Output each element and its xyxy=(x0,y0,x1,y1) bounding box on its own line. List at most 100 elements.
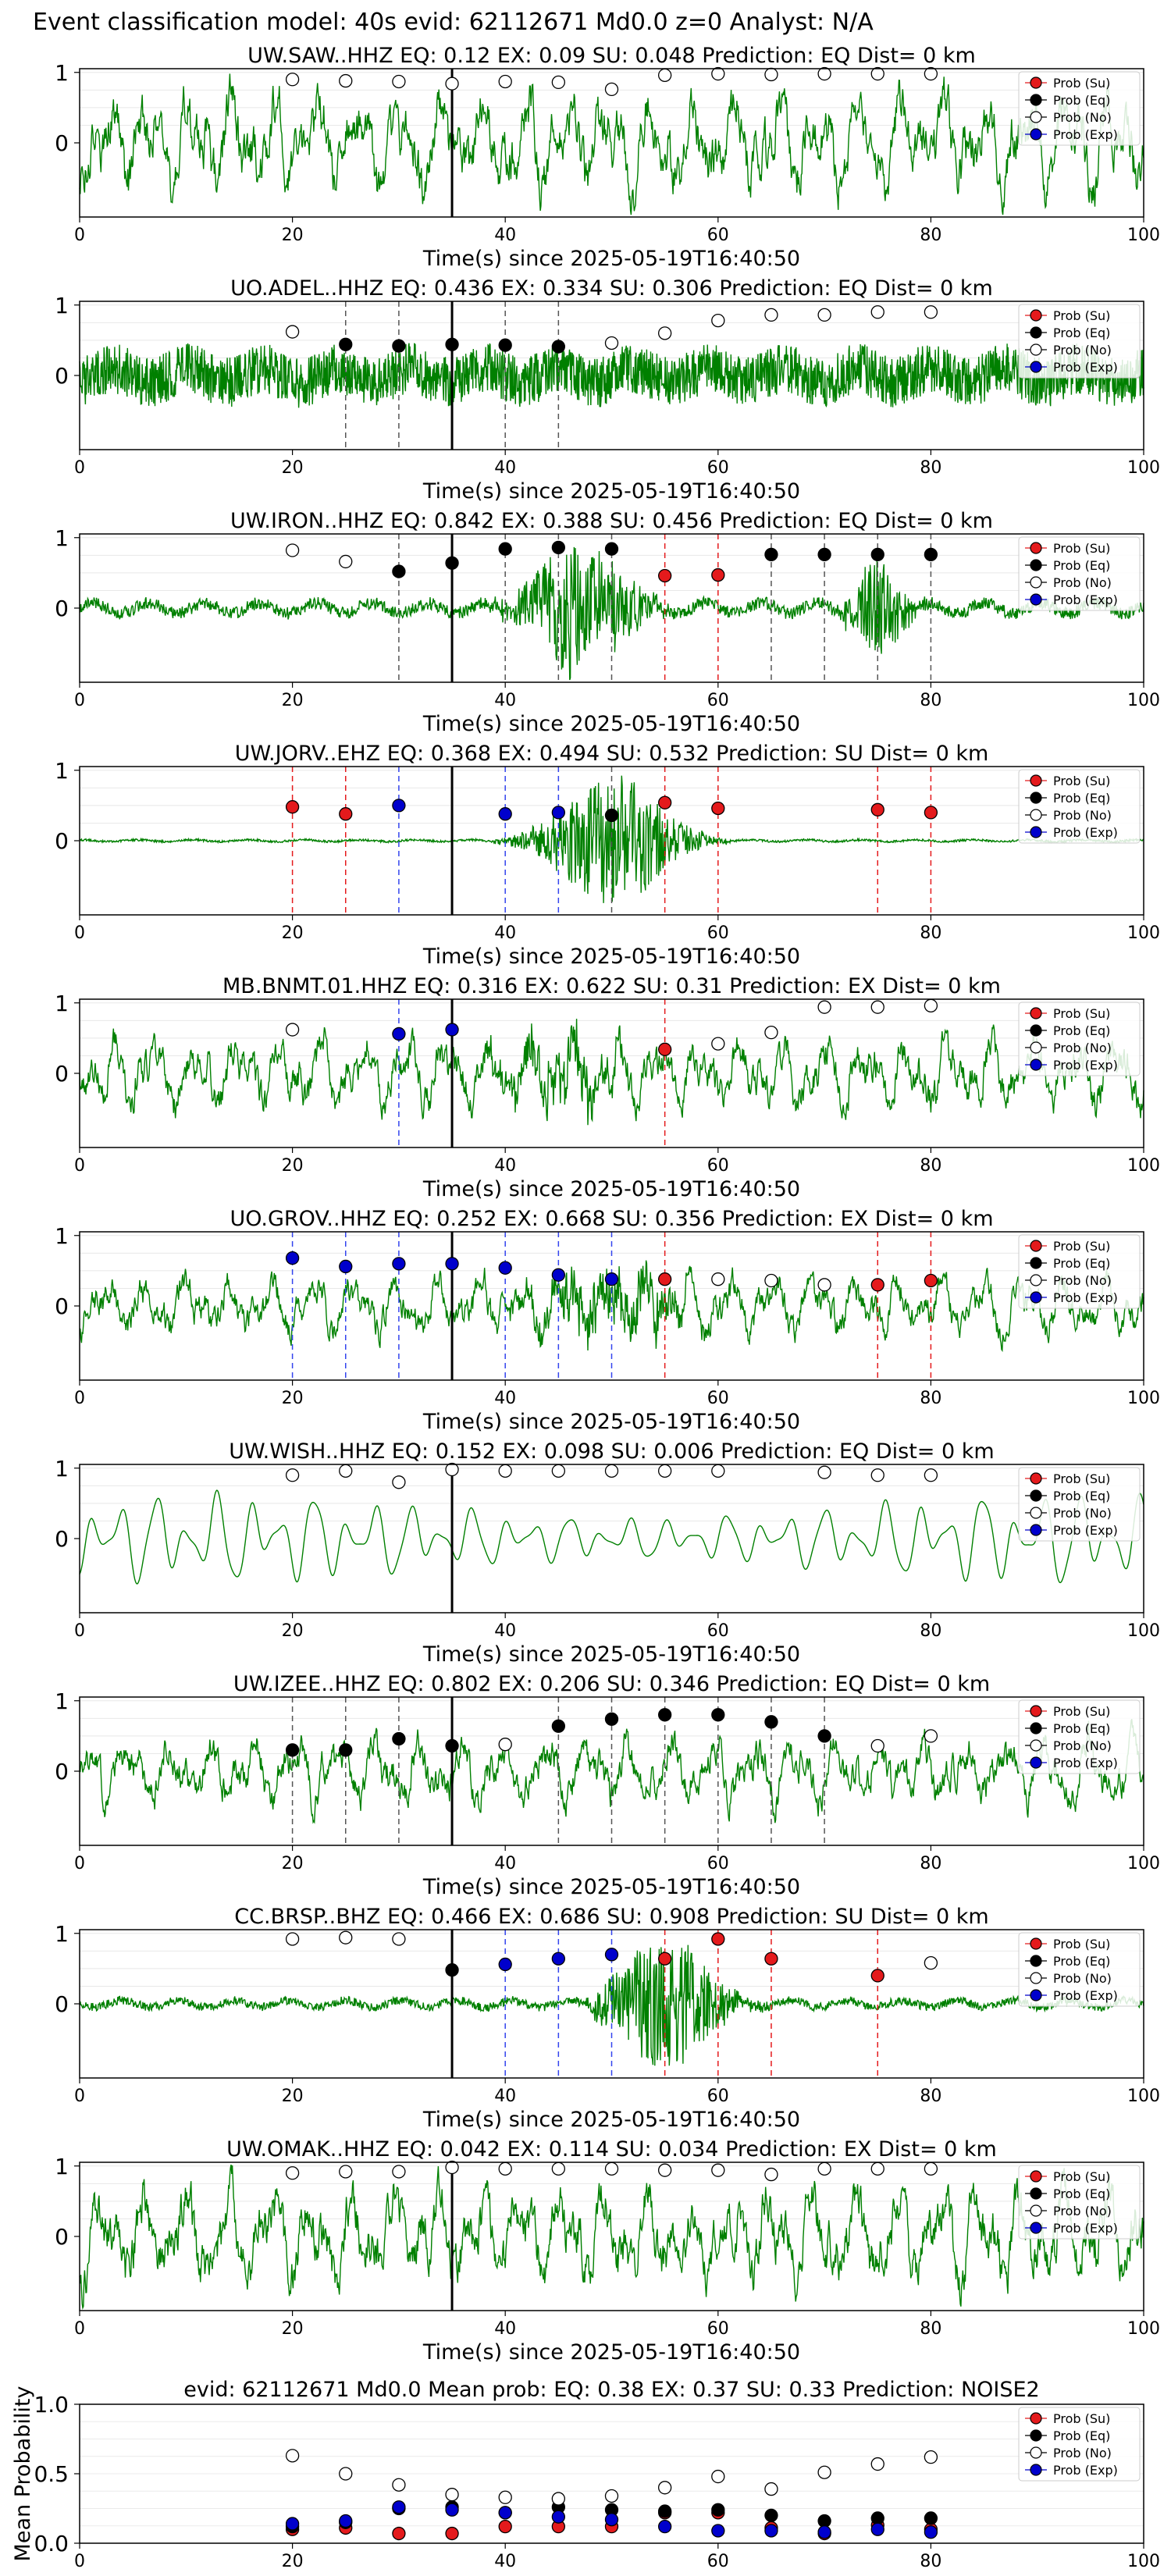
station-panel: UW.OMAK..HHZ EQ: 0.042 EX: 0.114 SU: 0.0… xyxy=(55,2137,1160,2364)
mean-prob-marker-exp xyxy=(604,2513,619,2527)
x-tick-label: 80 xyxy=(920,458,941,478)
axes-frame xyxy=(79,1231,1144,1381)
prob-marker-no xyxy=(924,1468,938,1482)
prob-marker-no xyxy=(392,74,406,89)
station-panel: UW.SAW..HHZ EQ: 0.12 EX: 0.09 SU: 0.048 … xyxy=(55,44,1160,271)
legend-marker xyxy=(1030,343,1042,356)
prob-marker-no xyxy=(658,2163,672,2177)
prob-marker-no xyxy=(339,554,353,569)
station-panel: UO.GROV..HHZ EQ: 0.252 EX: 0.668 SU: 0.3… xyxy=(55,1207,1160,1434)
prob-marker-eq xyxy=(392,564,406,578)
mean-prob-marker-eq xyxy=(711,2503,725,2517)
prob-marker-no xyxy=(764,2167,778,2182)
x-tick-label: 40 xyxy=(494,1389,516,1408)
prob-marker-su xyxy=(924,806,938,820)
x-axis-label: Time(s) since 2025-05-19T16:40:50 xyxy=(422,247,800,271)
legend-marker xyxy=(1030,1937,1042,1950)
prob-marker-exp xyxy=(604,1272,619,1286)
x-tick-label: 80 xyxy=(920,1389,941,1408)
prob-marker-no xyxy=(392,1932,406,1946)
prob-marker-no xyxy=(285,1468,300,1482)
prob-marker-su xyxy=(870,802,884,817)
prob-marker-no xyxy=(658,326,672,340)
legend-entry: Prob (Eq) xyxy=(1053,93,1110,108)
legend-entry: Prob (Su) xyxy=(1053,1239,1110,1254)
x-tick-label: 40 xyxy=(494,2319,516,2339)
station-title: MB.BNMT.01.HHZ EQ: 0.316 EX: 0.622 SU: 0… xyxy=(222,974,1001,998)
legend-marker xyxy=(1030,774,1042,787)
station-panel: UW.IZEE..HHZ EQ: 0.802 EX: 0.206 SU: 0.3… xyxy=(55,1672,1160,1899)
prob-marker-no xyxy=(551,2161,565,2176)
prob-marker-exp xyxy=(604,1948,619,1962)
x-tick-label: 60 xyxy=(707,1389,729,1408)
prob-marker-eq xyxy=(551,1719,565,1733)
legend-entry: Prob (Eq) xyxy=(1053,2186,1110,2201)
x-tick-label: 20 xyxy=(282,1156,304,1176)
x-tick-label: 0 xyxy=(74,2087,85,2106)
prob-marker-eq xyxy=(445,1963,459,1977)
prob-marker-exp xyxy=(445,1023,459,1037)
x-tick-label: 80 xyxy=(920,2319,941,2339)
prob-marker-su xyxy=(764,1952,778,1966)
y-tick-label: 1 xyxy=(55,1688,69,1714)
prob-marker-no xyxy=(711,2163,725,2177)
x-tick-label: 40 xyxy=(494,2087,516,2106)
x-tick-label: 20 xyxy=(282,1389,304,1408)
legend-marker xyxy=(1030,1756,1042,1769)
x-tick-label: 100 xyxy=(1127,2319,1160,2339)
mean-prob-marker-exp xyxy=(445,2503,459,2517)
legend-marker xyxy=(1030,2170,1042,2183)
x-tick-label: 100 xyxy=(1127,1621,1160,1641)
prob-marker-no xyxy=(551,75,565,90)
mean-prob-marker-exp xyxy=(339,2514,353,2528)
prob-marker-eq xyxy=(658,1708,672,1722)
axes-frame xyxy=(79,533,1144,683)
prob-marker-no xyxy=(817,2161,831,2176)
x-tick-label: 60 xyxy=(707,226,729,245)
figure-title: Event classification model: 40s evid: 62… xyxy=(33,9,874,36)
legend-box xyxy=(1018,1467,1141,1542)
axes-frame xyxy=(79,1696,1144,1846)
legend-entry: Prob (No) xyxy=(1053,1041,1112,1055)
x-tick-label: 40 xyxy=(494,923,516,943)
legend-entry: Prob (Exp) xyxy=(1053,2463,1118,2478)
prob-marker-eq xyxy=(339,337,353,351)
mean-prob-marker-eq xyxy=(924,2511,938,2525)
prob-marker-no xyxy=(870,2161,884,2176)
x-tick-label: 20 xyxy=(282,1621,304,1641)
prob-marker-no xyxy=(285,1023,300,1037)
x-tick-label: 0 xyxy=(74,1621,85,1641)
prob-marker-no xyxy=(764,308,778,322)
prob-marker-su xyxy=(711,568,725,582)
legend-entry: Prob (No) xyxy=(1053,2446,1112,2460)
station-panel: UW.WISH..HHZ EQ: 0.152 EX: 0.098 SU: 0.0… xyxy=(55,1439,1160,1667)
prob-marker-exp xyxy=(551,806,565,820)
x-tick-label: 20 xyxy=(282,691,304,710)
legend-marker xyxy=(1030,1705,1042,1717)
y-tick-label: 1 xyxy=(55,525,69,551)
legend-entry: Prob (Eq) xyxy=(1053,1721,1110,1736)
prob-marker-su xyxy=(285,800,300,814)
station-title: UW.WISH..HHZ EQ: 0.152 EX: 0.098 SU: 0.0… xyxy=(229,1439,994,1464)
mean-prob-marker-no xyxy=(817,2465,831,2479)
waveform-trace xyxy=(79,2164,1144,2310)
station-title: UO.GROV..HHZ EQ: 0.252 EX: 0.668 SU: 0.3… xyxy=(230,1207,993,1231)
legend-marker xyxy=(1030,326,1042,339)
prob-marker-no xyxy=(339,1930,353,1944)
prob-marker-no xyxy=(604,336,619,350)
mean-prob-marker-exp xyxy=(870,2522,884,2536)
station-panel: CC.BRSP..BHZ EQ: 0.466 EX: 0.686 SU: 0.9… xyxy=(55,1905,1160,2132)
axes-frame xyxy=(79,301,1144,450)
prob-marker-exp xyxy=(392,799,406,813)
station-panel: UW.IRON..HHZ EQ: 0.842 EX: 0.388 SU: 0.4… xyxy=(55,509,1160,736)
x-axis-label: Time(s) since 2025-05-19T16:40:50 xyxy=(422,1177,800,1201)
legend-entry: Prob (Eq) xyxy=(1053,558,1110,573)
x-tick-label: 40 xyxy=(494,2552,516,2571)
legend-entry: Prob (Exp) xyxy=(1053,825,1118,840)
x-tick-label: 40 xyxy=(494,458,516,478)
legend-entry: Prob (Exp) xyxy=(1053,1290,1118,1305)
mean-prob-marker-su xyxy=(498,2519,512,2534)
prob-marker-su xyxy=(658,795,672,809)
station-title: UW.IRON..HHZ EQ: 0.842 EX: 0.388 SU: 0.4… xyxy=(230,509,993,533)
x-tick-label: 0 xyxy=(74,2552,85,2571)
